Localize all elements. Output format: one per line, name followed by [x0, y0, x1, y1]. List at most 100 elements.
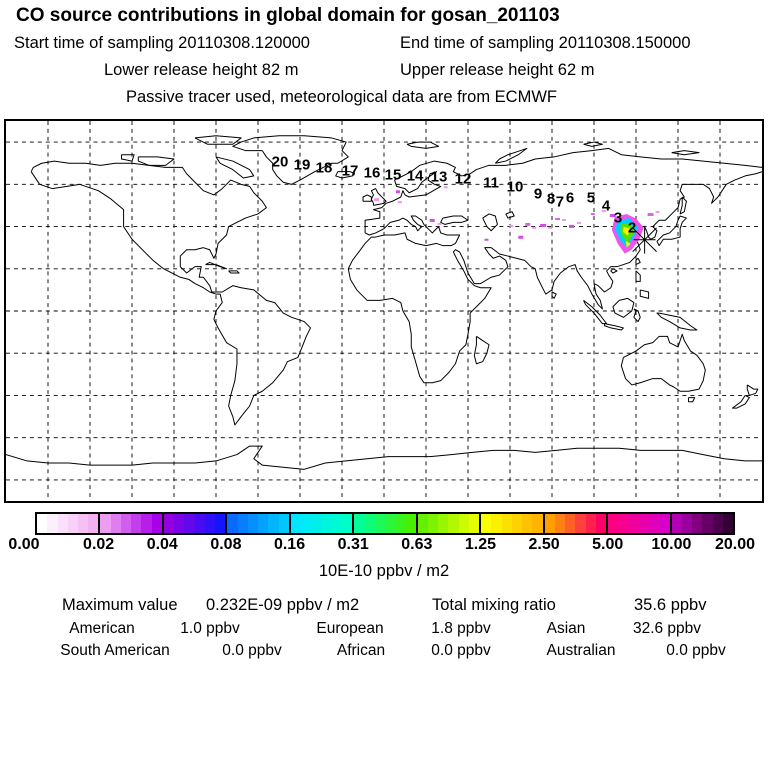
footprint-hotspot-layer	[622, 226, 631, 236]
world-map: 20 19 18 17 16 15 14 13 12 11 10 9 8 7 6 5 4 3 2	[4, 119, 764, 503]
colorbar-cell	[395, 514, 406, 533]
footprint-dot	[569, 224, 574, 228]
receptor-star-marker	[632, 225, 657, 254]
coastline	[362, 194, 372, 202]
trajectory-hour-label-5: 5	[586, 189, 596, 207]
coastline	[639, 289, 650, 299]
footprint-dot	[443, 186, 448, 189]
colorbar-cell	[532, 514, 543, 533]
colorbar-cell	[227, 514, 238, 533]
colorbar-cell	[712, 514, 723, 533]
coastline	[228, 270, 240, 274]
colorbar-cell	[481, 514, 492, 533]
coastline	[604, 323, 624, 331]
tracer-info-text: Passive tracer used, meteorological data…	[126, 88, 557, 106]
colorbar-cell	[405, 514, 416, 533]
trajectory-hour-label-14: 14	[406, 167, 424, 185]
colorbar-cell	[544, 514, 555, 533]
coastlines	[6, 135, 762, 470]
stat-value-african: 0.0 ppbv	[431, 642, 491, 659]
colorbar-cell	[385, 514, 396, 533]
colorbar-segment-5.00-10.00	[606, 514, 670, 533]
colorbar-cell	[78, 514, 89, 533]
coastline	[583, 141, 603, 147]
colorbar-cell	[722, 514, 734, 533]
trajectory-hour-label-6: 6	[565, 189, 575, 207]
colorbar-cell	[100, 514, 111, 533]
trajectory-hour-label-4: 4	[601, 197, 611, 215]
trajectory-hour-label-10: 10	[506, 178, 524, 196]
trajectory-hour-label-13: 13	[430, 168, 448, 186]
footprint-dot	[548, 226, 553, 229]
colorbar-segment-0.08-0.16	[225, 514, 289, 533]
colorbar-tick-0.63: 0.63	[401, 536, 433, 553]
coastline	[732, 394, 750, 409]
colorbar-cell	[671, 514, 682, 533]
footprint-dot	[532, 226, 537, 229]
footprint-dot	[540, 223, 547, 227]
colorbar-cell	[301, 514, 312, 533]
header-sampling-end: End time of sampling 20110308.150000	[400, 34, 691, 53]
colorbar-cell	[204, 514, 216, 533]
colorbar-cell	[141, 514, 152, 533]
colorbar-segment-2.50-5.00	[542, 514, 607, 533]
footprint-dot	[576, 221, 581, 224]
colorbar-cell	[47, 514, 58, 533]
stat-region-american: American	[69, 620, 135, 637]
max-value: 0.232E-09 ppbv / m2	[206, 596, 360, 614]
colorbar-cell	[575, 514, 586, 533]
upper-release-height-text: Upper release height 62 m	[400, 61, 595, 79]
coastline	[671, 150, 700, 156]
trajectory-hour-label-20: 20	[271, 153, 289, 171]
colorbar-cell	[618, 514, 629, 533]
colorbar-segment-0.63-1.25	[415, 514, 480, 533]
colorbar-cell	[331, 514, 343, 533]
coastline	[656, 312, 698, 331]
stat-value-european: 1.8 ppbv	[431, 620, 491, 637]
colorbar-tick-0.04: 0.04	[146, 536, 178, 553]
coastline	[746, 384, 759, 396]
coastline	[620, 333, 706, 392]
coastline	[687, 397, 696, 403]
colorbar-tick-5.00: 5.00	[592, 536, 624, 553]
colorbar-cell	[702, 514, 713, 533]
colorbar-cell	[522, 514, 533, 533]
colorbar-tick-2.50: 2.50	[528, 536, 560, 553]
footprint-dot	[437, 222, 442, 225]
colorbar-tick-0.02: 0.02	[83, 536, 115, 553]
colorbar-cell	[427, 514, 439, 533]
trajectory-hour-label-3: 3	[613, 209, 623, 227]
coastline	[505, 211, 515, 219]
colorbar-cell	[458, 514, 469, 533]
trajectory-hour-label-9: 9	[533, 185, 543, 203]
coastline	[679, 196, 687, 215]
coastline	[30, 160, 311, 426]
end-time-text: End time of sampling 20110308.150000	[400, 34, 691, 52]
stat-region-african: African	[336, 642, 386, 659]
colorbar-cell	[342, 514, 353, 533]
colorbar-tick-1.25: 1.25	[464, 536, 497, 553]
colorbar-tick-0.31: 0.31	[337, 536, 369, 553]
coastline	[370, 188, 387, 206]
footprint-hotspot-layer	[625, 240, 631, 248]
coastline	[583, 300, 608, 325]
coastline	[473, 335, 490, 365]
stat-region-south-american: South American	[60, 642, 170, 659]
colorbar-cell	[110, 514, 121, 533]
coastline	[482, 213, 498, 232]
colorbar-segment-0.02-0.04	[98, 514, 162, 533]
colorbar-cell	[174, 514, 185, 533]
colorbar-tick-0.00: 0.00	[8, 536, 40, 553]
trajectory-hour-label-7: 7	[555, 193, 565, 211]
colorbar-cell	[354, 514, 365, 533]
start-time-text: Start time of sampling 20110308.120000	[14, 34, 310, 52]
coastline	[551, 291, 557, 299]
colorbar-cell	[194, 514, 205, 533]
coastline	[494, 147, 528, 164]
colorbar-cell	[565, 514, 576, 533]
coastline	[406, 141, 440, 149]
colorbar-cell	[491, 514, 502, 533]
colorbar-cell	[237, 514, 248, 533]
colorbar-cell	[321, 514, 332, 533]
stat-value-asian: 32.6 ppbv	[632, 620, 702, 637]
